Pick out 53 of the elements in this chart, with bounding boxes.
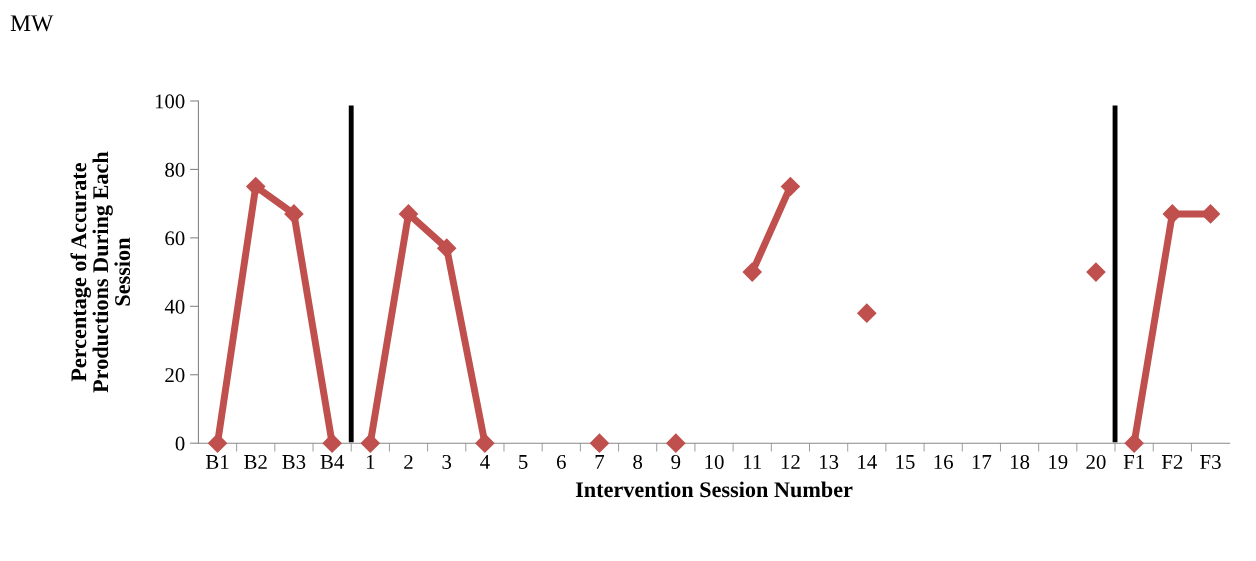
- x-tick-label: F1: [1123, 455, 1144, 469]
- point: [589, 433, 609, 453]
- x-tick-label: 20: [1086, 454, 1106, 469]
- point: [1124, 433, 1144, 453]
- x-tick-label: 12: [781, 454, 800, 469]
- x-tick-label: 9: [671, 454, 681, 469]
- x-tick-label: 4: [480, 455, 490, 469]
- y-tick-label: 40: [164, 299, 185, 314]
- x-tick-label: 8: [633, 454, 643, 469]
- point: [1200, 204, 1221, 224]
- x-tick-label: 6: [556, 454, 566, 469]
- point: [437, 238, 457, 258]
- x-tick-label: 2: [404, 454, 413, 469]
- x-tick-label: F2: [1161, 454, 1183, 469]
- x-tick-label: 7: [595, 455, 605, 469]
- point: [666, 433, 686, 453]
- x-tick-label: 1: [366, 455, 375, 469]
- point: [360, 433, 380, 453]
- x-tick-label: F3: [1200, 454, 1221, 469]
- point: [780, 176, 800, 197]
- x-tick-label: 10: [705, 454, 724, 469]
- x-tick-label: 11: [744, 455, 761, 469]
- point: [208, 433, 228, 453]
- y-tick-label: 60: [165, 231, 185, 246]
- x-tick-label: 3: [442, 454, 452, 469]
- y-tick-label: 0: [175, 436, 185, 451]
- x-tick-label: 19: [1049, 454, 1068, 469]
- chart-title: MW: [10, 15, 54, 32]
- point: [1086, 262, 1106, 282]
- x-tick-label: B3: [282, 454, 306, 469]
- y-tick-label: 20: [165, 368, 185, 383]
- y-axis-title: Percentage of Accurate Productions During Each Session: [70, 151, 131, 393]
- point: [857, 303, 877, 323]
- x-tick-label: B1: [205, 455, 229, 469]
- y-tick-label: 80: [165, 162, 185, 177]
- point: [246, 176, 266, 197]
- x-tick-label: 17: [972, 455, 992, 469]
- x-axis-title: Intervention Session Number: [575, 481, 853, 498]
- x-tick-label: 18: [1010, 454, 1030, 469]
- x-tick-label: 5: [519, 455, 528, 469]
- point: [742, 262, 762, 282]
- point: [284, 204, 304, 224]
- point: [1162, 204, 1182, 224]
- y-tick-label: 100: [155, 94, 185, 109]
- x-tick-label: B2: [244, 454, 267, 469]
- x-tick-label: 16: [934, 454, 953, 469]
- point: [475, 433, 495, 453]
- point: [398, 204, 419, 224]
- x-tick-label: B4: [320, 455, 344, 469]
- x-tick-label: 14: [858, 455, 877, 469]
- x-tick-label: 13: [820, 454, 839, 469]
- x-tick-label: 15: [896, 455, 915, 469]
- point: [322, 433, 342, 453]
